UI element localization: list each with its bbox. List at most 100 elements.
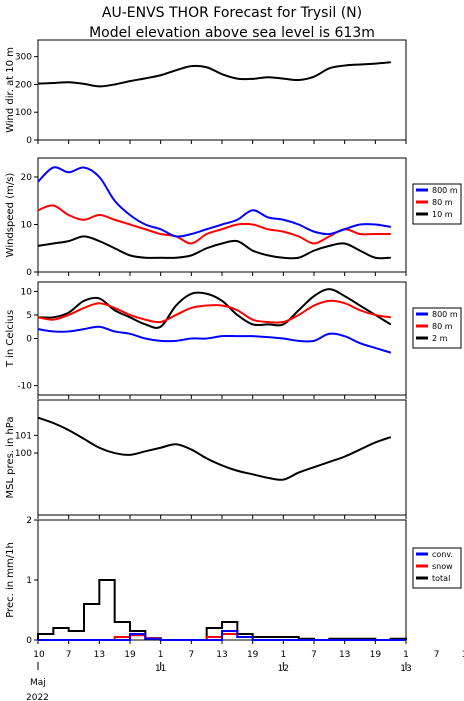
data-point <box>52 639 54 641</box>
data-point <box>374 63 376 65</box>
x-tick-label: 10 <box>33 650 45 660</box>
day-label: 13 <box>400 664 411 674</box>
data-point <box>298 79 300 81</box>
y-tick-label: 5 <box>26 311 32 321</box>
data-point <box>129 80 131 82</box>
data-point <box>267 477 269 479</box>
data-point <box>236 335 238 337</box>
legend-label: 800 m <box>432 186 458 195</box>
y-tick-label: 101 <box>15 431 32 441</box>
data-point <box>390 233 392 235</box>
y-tick-label: 1 <box>26 576 32 586</box>
data-point <box>374 224 376 225</box>
data-point <box>98 447 100 449</box>
data-point <box>37 328 39 330</box>
data-point <box>175 314 177 316</box>
data-point <box>374 639 376 641</box>
legend-label: 800 m <box>432 310 458 319</box>
x-tick-label: 1 <box>280 650 286 660</box>
data-point <box>390 352 392 354</box>
data-point <box>359 63 361 65</box>
data-point <box>52 627 54 629</box>
panel-frame <box>37 399 407 516</box>
y-tick-label: 100 <box>15 449 32 459</box>
data-point <box>190 233 192 235</box>
data-point <box>52 205 54 206</box>
y-axis-label: Prec. in mm/1h <box>5 542 16 618</box>
data-point <box>282 219 284 221</box>
data-point <box>83 300 85 302</box>
series-line-10m <box>37 235 391 260</box>
series-line-80m <box>37 204 391 245</box>
data-point <box>160 340 162 342</box>
data-point <box>129 454 131 456</box>
panel-frame <box>37 39 407 141</box>
data-point <box>390 226 392 228</box>
y-tick-label: 0 <box>26 136 32 146</box>
data-point <box>298 472 300 474</box>
data-point <box>160 257 162 259</box>
data-point <box>37 316 39 318</box>
data-point <box>83 83 85 85</box>
data-point <box>114 307 116 309</box>
panel-frame <box>37 157 407 273</box>
data-point <box>282 338 284 339</box>
data-point <box>175 443 177 445</box>
panel-3: 10 5 0 -10 T in Celcius 800 m 80 m 2 m <box>5 281 462 399</box>
x-tick-label: 13 <box>216 650 227 660</box>
data-point <box>98 579 100 581</box>
data-point <box>206 639 208 641</box>
data-point <box>328 235 330 237</box>
data-point <box>236 219 238 221</box>
x-tick-label: 13 <box>94 650 105 660</box>
data-point <box>37 633 39 635</box>
data-point <box>68 312 70 314</box>
data-point <box>114 639 116 641</box>
y-tick-label: 20 <box>21 173 33 183</box>
legend-label: snow <box>432 562 453 571</box>
data-point <box>328 233 330 235</box>
data-point <box>144 224 146 225</box>
data-point <box>313 305 315 307</box>
data-point <box>359 224 361 225</box>
data-point <box>267 639 269 641</box>
data-point <box>144 77 146 79</box>
y-axis-label: Wind dir. at 10 m <box>5 47 16 133</box>
data-point <box>144 257 146 259</box>
data-point <box>267 321 269 323</box>
data-point <box>221 464 223 466</box>
x-tick-label: 7 <box>66 650 72 660</box>
data-point <box>267 76 269 78</box>
data-point <box>344 456 346 458</box>
data-point <box>282 639 284 641</box>
data-point <box>374 233 376 235</box>
y-tick-label: 200 <box>15 80 32 90</box>
data-point <box>359 342 361 344</box>
series-line-2m <box>37 288 392 329</box>
legend-box <box>412 547 462 589</box>
data-point <box>221 300 223 302</box>
data-point <box>98 240 100 242</box>
data-point <box>359 639 361 641</box>
data-point <box>68 214 70 216</box>
data-point <box>252 209 254 211</box>
y-axis-label: T in Celcius <box>5 310 16 368</box>
data-point <box>298 257 300 259</box>
data-point <box>313 639 315 641</box>
data-point <box>144 319 146 321</box>
y-axis-label: MSL pres. in hPa <box>5 416 16 498</box>
data-point <box>160 233 162 235</box>
data-point <box>175 69 177 71</box>
data-point <box>144 450 146 452</box>
data-point <box>175 235 177 237</box>
x-tick-label: 19 <box>124 650 136 660</box>
data-point <box>390 61 392 63</box>
legend-label: 2 m <box>432 334 448 343</box>
data-point <box>328 288 330 290</box>
data-point <box>206 636 208 638</box>
data-point <box>83 219 85 221</box>
series-total-steps <box>37 579 407 641</box>
data-point <box>129 254 131 256</box>
y-tick-label: 0 <box>26 268 32 278</box>
data-point <box>114 309 116 311</box>
